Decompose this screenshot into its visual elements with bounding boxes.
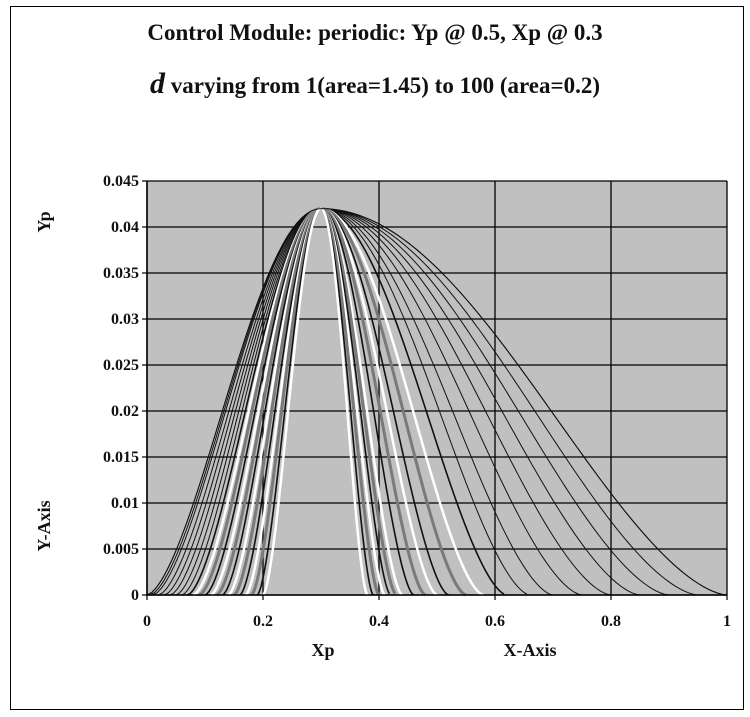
tick-labels: 0 0.005 0.01 0.015 0.02 0.025 0.03 0.035 0.04 0.0… (103, 173, 731, 630)
subtitle-text: varying from 1(area=1.45) to 100 (area=0… (164, 73, 600, 98)
series-curve (164, 208, 612, 596)
series-curve (187, 207, 505, 596)
chart-subtitle: d varying from 1(area=1.45) to 100 (area… (0, 67, 750, 101)
y-tick-label: 0.02 (111, 403, 139, 420)
chart-title: Control Module: periodic: Yp @ 0.5, Xp @… (147, 20, 603, 45)
y-tick-label: 0.045 (103, 173, 139, 190)
y-tick-label: 0 (131, 587, 139, 604)
subtitle-symbol: d (149, 67, 165, 100)
x-axis-label-secondary: X-Axis (504, 640, 557, 660)
y-tick-label: 0.015 (103, 449, 139, 466)
y-axis-label: Yp (34, 211, 54, 232)
x-tick-label: 0.6 (485, 613, 505, 630)
x-tick-label: 0.8 (601, 613, 621, 630)
series-curve (149, 208, 699, 596)
series-curve (181, 208, 528, 596)
curve-family (146, 207, 728, 597)
series-curve (169, 208, 583, 596)
x-tick-label: 0 (143, 613, 151, 630)
y-tick-label: 0.04 (111, 219, 139, 236)
series-curve (175, 208, 554, 596)
y-tick-label: 0.01 (111, 495, 139, 512)
y-tick-label: 0.005 (103, 541, 139, 558)
series-curve (152, 208, 670, 596)
x-tick-label: 1 (723, 613, 731, 630)
series-curve (262, 207, 369, 596)
axes (142, 180, 728, 600)
y-axis-label-secondary: Y-Axis (34, 500, 54, 551)
y-tick-label: 0.035 (103, 265, 139, 282)
x-tick-label: 0.2 (253, 613, 273, 630)
series-curve (146, 208, 728, 596)
y-tick-label: 0.03 (111, 311, 139, 328)
series-curve (158, 208, 641, 596)
x-axis-label: Xp (311, 640, 334, 660)
y-tick-label: 0.025 (103, 357, 139, 374)
series-curve (198, 207, 467, 597)
x-tick-label: 0.4 (369, 613, 389, 630)
